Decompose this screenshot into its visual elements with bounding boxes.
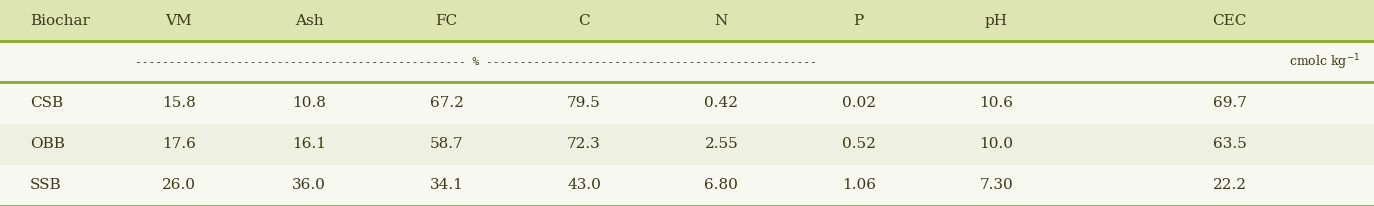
Text: 58.7: 58.7 (430, 137, 463, 151)
Text: 34.1: 34.1 (430, 178, 463, 192)
Bar (0, 124, 1374, 165)
Text: 0.52: 0.52 (842, 137, 875, 151)
Text: 15.8: 15.8 (162, 96, 195, 110)
Text: 63.5: 63.5 (1213, 137, 1246, 151)
Text: 17.6: 17.6 (162, 137, 195, 151)
Text: cmolc kg$^{-1}$: cmolc kg$^{-1}$ (1289, 52, 1360, 72)
Text: 10.0: 10.0 (980, 137, 1013, 151)
Text: 22.2: 22.2 (1213, 178, 1246, 192)
Text: P: P (853, 14, 864, 28)
Text: OBB: OBB (30, 137, 65, 151)
Bar (0, 0, 1374, 41)
Text: 6.80: 6.80 (705, 178, 738, 192)
Bar (0, 41, 1374, 82)
Text: N: N (714, 14, 728, 28)
Text: pH: pH (985, 14, 1007, 28)
Text: Ash: Ash (295, 14, 323, 28)
Text: 69.7: 69.7 (1213, 96, 1246, 110)
Text: 0.42: 0.42 (705, 96, 738, 110)
Text: CEC: CEC (1212, 14, 1248, 28)
Text: 2.55: 2.55 (705, 137, 738, 151)
Text: 79.5: 79.5 (567, 96, 600, 110)
Text: ------------------------------------------------- % ----------------------------: ----------------------------------------… (135, 57, 816, 67)
Text: 26.0: 26.0 (162, 178, 195, 192)
Text: 16.1: 16.1 (293, 137, 326, 151)
Text: 0.02: 0.02 (842, 96, 875, 110)
Text: 72.3: 72.3 (567, 137, 600, 151)
Text: 10.6: 10.6 (980, 96, 1013, 110)
Text: 67.2: 67.2 (430, 96, 463, 110)
Text: 43.0: 43.0 (567, 178, 600, 192)
Text: 10.8: 10.8 (293, 96, 326, 110)
Text: 7.30: 7.30 (980, 178, 1013, 192)
Text: VM: VM (165, 14, 192, 28)
Text: 1.06: 1.06 (842, 178, 875, 192)
Text: C: C (578, 14, 589, 28)
Text: 36.0: 36.0 (293, 178, 326, 192)
Text: Biochar: Biochar (30, 14, 91, 28)
Text: FC: FC (436, 14, 458, 28)
Text: CSB: CSB (30, 96, 63, 110)
Bar (0, 82, 1374, 124)
Text: SSB: SSB (30, 178, 62, 192)
Bar (0, 165, 1374, 206)
